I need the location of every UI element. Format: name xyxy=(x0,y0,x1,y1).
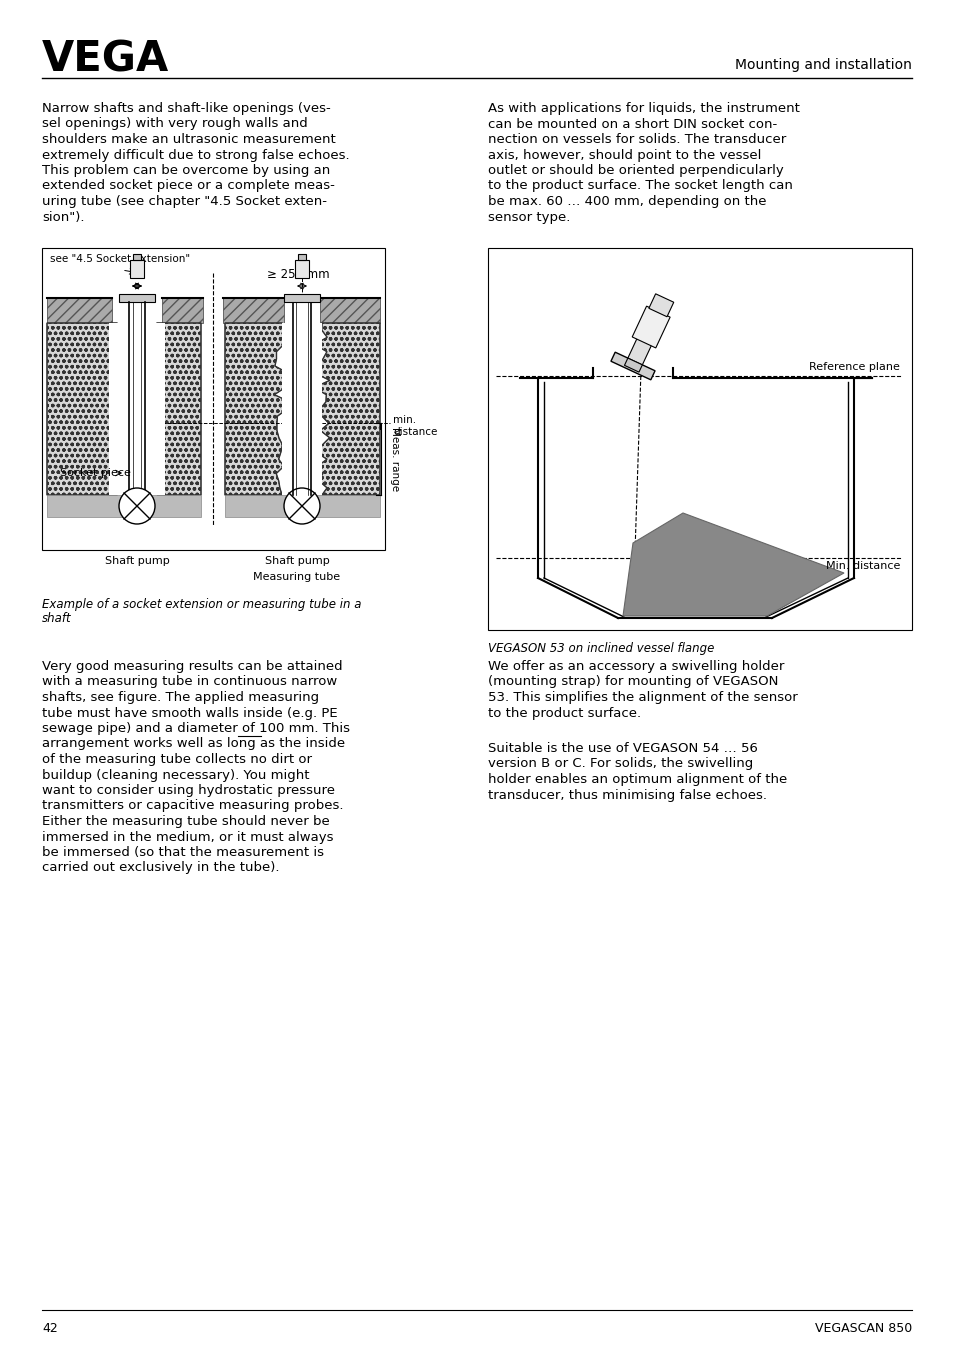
Bar xyxy=(109,323,165,495)
Text: transducer, thus minimising false echoes.: transducer, thus minimising false echoes… xyxy=(488,788,766,802)
Bar xyxy=(627,337,652,365)
Text: 53. This simplifies the alignment of the sensor: 53. This simplifies the alignment of the… xyxy=(488,691,797,704)
Bar xyxy=(295,301,308,495)
Text: shafts, see figure. The applied measuring: shafts, see figure. The applied measurin… xyxy=(42,691,319,704)
Bar xyxy=(488,247,911,630)
Text: can be mounted on a short DIN socket con-: can be mounted on a short DIN socket con… xyxy=(488,118,777,131)
Text: VEGASON 53 on inclined vessel flange: VEGASON 53 on inclined vessel flange xyxy=(488,642,714,654)
Text: to the product surface.: to the product surface. xyxy=(488,707,640,719)
Text: transmitters or capacitive measuring probes.: transmitters or capacitive measuring pro… xyxy=(42,799,343,813)
Text: 42: 42 xyxy=(42,1322,58,1334)
Bar xyxy=(47,297,112,323)
Text: As with applications for liquids, the instrument: As with applications for liquids, the in… xyxy=(488,101,799,115)
Text: Reference plane: Reference plane xyxy=(808,362,899,372)
Bar xyxy=(648,293,673,316)
Text: immersed in the medium, or it must always: immersed in the medium, or it must alway… xyxy=(42,830,334,844)
Circle shape xyxy=(284,488,319,525)
Text: want to consider using hydrostatic pressure: want to consider using hydrostatic press… xyxy=(42,784,335,796)
Bar xyxy=(162,297,203,323)
Text: extended socket piece or a complete meas-: extended socket piece or a complete meas… xyxy=(42,180,335,192)
Text: (mounting strap) for mounting of VEGASON: (mounting strap) for mounting of VEGASON xyxy=(488,676,778,688)
Text: VEGASCAN 850: VEGASCAN 850 xyxy=(814,1322,911,1334)
Text: shoulders make an ultrasonic measurement: shoulders make an ultrasonic measurement xyxy=(42,132,335,146)
Text: Min. distance: Min. distance xyxy=(824,561,899,571)
Text: uring tube (see chapter "4.5 Socket exten-: uring tube (see chapter "4.5 Socket exte… xyxy=(42,195,327,208)
Text: Shaft pump: Shaft pump xyxy=(105,556,170,566)
Text: version B or C. For solids, the swivelling: version B or C. For solids, the swivelli… xyxy=(488,757,753,771)
Text: sewage pipe) and a diameter of 100 mm. This: sewage pipe) and a diameter of 100 mm. T… xyxy=(42,722,350,735)
Text: buildup (cleaning necessary). You might: buildup (cleaning necessary). You might xyxy=(42,768,309,781)
Bar xyxy=(47,495,201,516)
Text: of the measuring tube collects no dirt or: of the measuring tube collects no dirt o… xyxy=(42,753,312,767)
Text: Very good measuring results can be attained: Very good measuring results can be attai… xyxy=(42,660,342,673)
Text: Measuring tube: Measuring tube xyxy=(253,572,340,581)
Polygon shape xyxy=(47,323,125,495)
Text: extremely difficult due to strong false echoes.: extremely difficult due to strong false … xyxy=(42,149,349,161)
Polygon shape xyxy=(314,323,379,495)
Text: be immersed (so that the measurement is: be immersed (so that the measurement is xyxy=(42,846,324,859)
Text: This problem can be overcome by using an: This problem can be overcome by using an xyxy=(42,164,330,177)
Text: see "4.5 Socket extension": see "4.5 Socket extension" xyxy=(50,254,190,264)
Text: Mounting and installation: Mounting and installation xyxy=(735,58,911,72)
Text: outlet or should be oriented perpendicularly: outlet or should be oriented perpendicul… xyxy=(488,164,783,177)
Text: Narrow shafts and shaft-like openings (ves-: Narrow shafts and shaft-like openings (v… xyxy=(42,101,331,115)
Text: with a measuring tube in continuous narrow: with a measuring tube in continuous narr… xyxy=(42,676,337,688)
Polygon shape xyxy=(149,323,201,495)
Polygon shape xyxy=(622,512,843,617)
Bar xyxy=(132,254,141,260)
Circle shape xyxy=(119,488,154,525)
Bar xyxy=(610,352,655,380)
Text: arrangement works well as long as the inside: arrangement works well as long as the in… xyxy=(42,737,345,750)
Text: be max. 60 … 400 mm, depending on the: be max. 60 … 400 mm, depending on the xyxy=(488,195,765,208)
Text: Suitable is the use of VEGASON 54 … 56: Suitable is the use of VEGASON 54 … 56 xyxy=(488,742,757,754)
Text: tube must have smooth walls inside (e.g. PE: tube must have smooth walls inside (e.g.… xyxy=(42,707,337,719)
Bar xyxy=(119,293,154,301)
Bar xyxy=(130,260,144,279)
Text: Either the measuring tube should never be: Either the measuring tube should never b… xyxy=(42,815,330,827)
Text: min.
distance: min. distance xyxy=(393,415,436,437)
Polygon shape xyxy=(129,489,145,506)
Text: Example of a socket extension or measuring tube in a: Example of a socket extension or measuri… xyxy=(42,598,361,611)
Bar xyxy=(632,306,669,347)
Text: sensor type.: sensor type. xyxy=(488,211,570,223)
Text: VEGA: VEGA xyxy=(42,38,169,80)
Text: nection on vessels for solids. The transducer: nection on vessels for solids. The trans… xyxy=(488,132,785,146)
Text: to the product surface. The socket length can: to the product surface. The socket lengt… xyxy=(488,180,792,192)
Bar xyxy=(225,495,379,516)
Text: holder enables an optimum alignment of the: holder enables an optimum alignment of t… xyxy=(488,773,786,786)
Text: sion").: sion"). xyxy=(42,211,85,223)
Bar xyxy=(294,260,309,279)
Bar xyxy=(297,254,306,260)
Text: ≥ 250 mm: ≥ 250 mm xyxy=(267,268,330,281)
Polygon shape xyxy=(225,323,289,495)
Bar xyxy=(319,297,379,323)
Text: sel openings) with very rough walls and: sel openings) with very rough walls and xyxy=(42,118,308,131)
Text: shaft: shaft xyxy=(42,612,71,625)
Bar xyxy=(223,297,284,323)
Bar xyxy=(284,293,319,301)
Text: Socket piece: Socket piece xyxy=(60,468,131,479)
Text: carried out exclusively in the tube).: carried out exclusively in the tube). xyxy=(42,861,279,875)
Bar xyxy=(624,358,641,372)
Text: axis, however, should point to the vessel: axis, however, should point to the vesse… xyxy=(488,149,760,161)
Text: Shaft pump: Shaft pump xyxy=(264,556,329,566)
Bar xyxy=(282,323,322,495)
Bar xyxy=(42,247,385,550)
Text: Meas. range: Meas. range xyxy=(390,427,399,491)
Text: We offer as an accessory a swivelling holder: We offer as an accessory a swivelling ho… xyxy=(488,660,783,673)
